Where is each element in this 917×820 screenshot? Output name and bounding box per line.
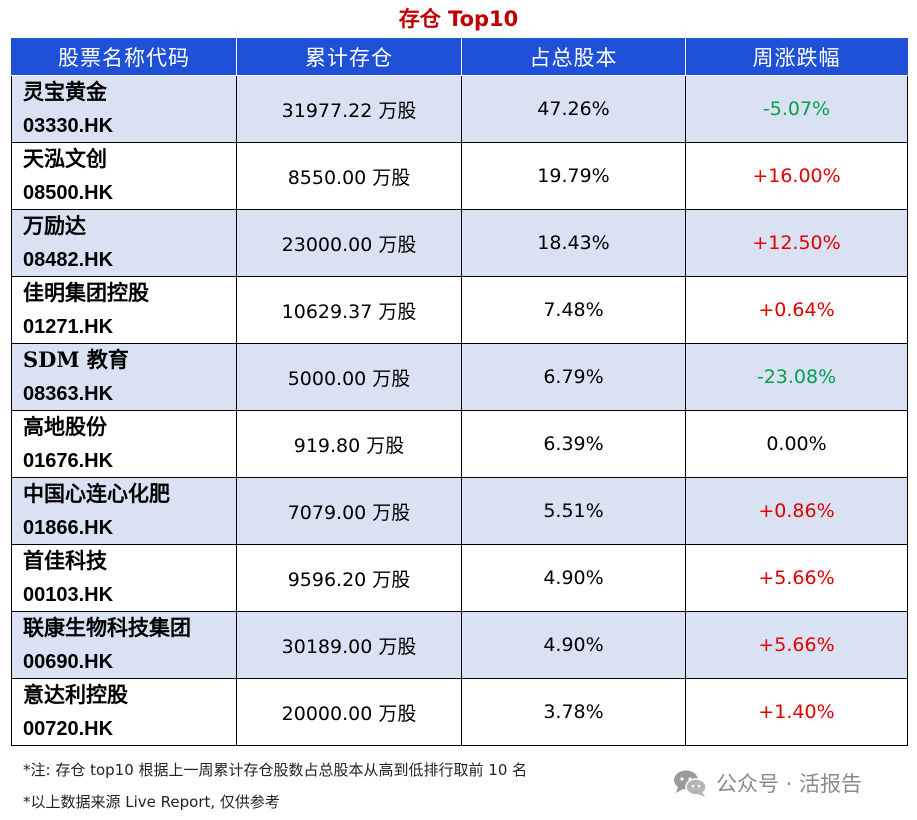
share-pct-cell: 4.90% bbox=[461, 611, 686, 679]
watermark-text: 公众号 · 活报告 bbox=[716, 772, 863, 796]
weekly-change-cell: +1.40% bbox=[685, 678, 908, 746]
stock-code: 00103.HK bbox=[23, 584, 114, 606]
holding-cell: 10629.37 万股 bbox=[236, 276, 462, 344]
stock-cell: 中国心连心化肥 01866.HK bbox=[11, 477, 237, 545]
stock-cell: 天泓文创 08500.HK bbox=[11, 142, 237, 210]
stock-cell: 首佳科技 00103.HK bbox=[11, 544, 237, 612]
stock-name: 高地股份 bbox=[23, 414, 107, 439]
table-row: 意达利控股 00720.HK 20000.00 万股 3.78% +1.40% bbox=[11, 678, 908, 746]
share-pct-cell: 19.79% bbox=[461, 142, 686, 210]
weekly-change-cell: +12.50% bbox=[685, 209, 908, 277]
holding-cell: 31977.22 万股 bbox=[236, 75, 462, 143]
holdings-table: 股票名称代码 累计存仓 占总股本 周涨跌幅 灵宝黄金 03330.HK 31977… bbox=[11, 38, 908, 746]
table-row: 中国心连心化肥 01866.HK 7079.00 万股 5.51% +0.86% bbox=[11, 477, 908, 545]
weekly-change-cell: +0.86% bbox=[685, 477, 908, 545]
weekly-change-cell: -23.08% bbox=[685, 343, 908, 411]
column-header-weekly-change: 周涨跌幅 bbox=[685, 38, 908, 76]
stock-name: 灵宝黄金 bbox=[23, 79, 107, 104]
stock-code: 08482.HK bbox=[23, 249, 114, 271]
stock-code: 01676.HK bbox=[23, 450, 114, 472]
table-row: 万励达 08482.HK 23000.00 万股 18.43% +12.50% bbox=[11, 209, 908, 277]
weekly-change-cell: +0.64% bbox=[685, 276, 908, 344]
stock-name: SDM 教育 bbox=[23, 347, 129, 372]
column-header-holding: 累计存仓 bbox=[236, 38, 462, 76]
source-note: *以上数据来源 Live Report, 仅供参考 bbox=[23, 793, 280, 811]
share-pct-cell: 5.51% bbox=[461, 477, 686, 545]
ranking-note: *注: 存仓 top10 根据上一周累计存仓股数占总股本从高到低排行取前 10 … bbox=[23, 761, 528, 779]
stock-cell: SDM 教育 08363.HK bbox=[11, 343, 237, 411]
stock-code: 01866.HK bbox=[23, 517, 114, 539]
stock-name: 万励达 bbox=[23, 213, 86, 238]
table-header-row: 股票名称代码 累计存仓 占总股本 周涨跌幅 bbox=[11, 38, 908, 76]
stock-cell: 高地股份 01676.HK bbox=[11, 410, 237, 478]
stock-cell: 佳明集团控股 01271.HK bbox=[11, 276, 237, 344]
holding-cell: 9596.20 万股 bbox=[236, 544, 462, 612]
holding-cell: 7079.00 万股 bbox=[236, 477, 462, 545]
table-row: 首佳科技 00103.HK 9596.20 万股 4.90% +5.66% bbox=[11, 544, 908, 612]
column-header-share-pct: 占总股本 bbox=[461, 38, 686, 76]
weekly-change-cell: 0.00% bbox=[685, 410, 908, 478]
share-pct-cell: 4.90% bbox=[461, 544, 686, 612]
table-row: SDM 教育 08363.HK 5000.00 万股 6.79% -23.08% bbox=[11, 343, 908, 411]
table-body: 灵宝黄金 03330.HK 31977.22 万股 47.26% -5.07% 天… bbox=[11, 75, 908, 746]
share-pct-cell: 3.78% bbox=[461, 678, 686, 746]
holding-cell: 5000.00 万股 bbox=[236, 343, 462, 411]
stock-code: 00720.HK bbox=[23, 718, 114, 740]
holding-cell: 919.80 万股 bbox=[236, 410, 462, 478]
stock-name: 天泓文创 bbox=[23, 146, 107, 171]
stock-cell: 联康生物科技集团 00690.HK bbox=[11, 611, 237, 679]
weekly-change-cell: +5.66% bbox=[685, 544, 908, 612]
stock-name: 联康生物科技集团 bbox=[23, 615, 191, 640]
share-pct-cell: 6.39% bbox=[461, 410, 686, 478]
weekly-change-cell: +5.66% bbox=[685, 611, 908, 679]
stock-name: 中国心连心化肥 bbox=[23, 481, 170, 506]
share-pct-cell: 7.48% bbox=[461, 276, 686, 344]
page-title: 存仓 Top10 bbox=[398, 7, 519, 31]
holding-cell: 30189.00 万股 bbox=[236, 611, 462, 679]
holding-cell: 23000.00 万股 bbox=[236, 209, 462, 277]
stock-cell: 万励达 08482.HK bbox=[11, 209, 237, 277]
stock-code: 03330.HK bbox=[23, 115, 114, 137]
column-header-stock: 股票名称代码 bbox=[11, 38, 237, 76]
stock-cell: 灵宝黄金 03330.HK bbox=[11, 75, 237, 143]
share-pct-cell: 47.26% bbox=[461, 75, 686, 143]
table-row: 天泓文创 08500.HK 8550.00 万股 19.79% +16.00% bbox=[11, 142, 908, 210]
table-row: 佳明集团控股 01271.HK 10629.37 万股 7.48% +0.64% bbox=[11, 276, 908, 344]
stock-name: 意达利控股 bbox=[23, 682, 128, 707]
holding-cell: 20000.00 万股 bbox=[236, 678, 462, 746]
share-pct-cell: 6.79% bbox=[461, 343, 686, 411]
stock-code: 08500.HK bbox=[23, 182, 114, 204]
holding-cell: 8550.00 万股 bbox=[236, 142, 462, 210]
weekly-change-cell: -5.07% bbox=[685, 75, 908, 143]
stock-code: 00690.HK bbox=[23, 651, 114, 673]
wechat-icon bbox=[674, 770, 707, 797]
stock-code: 08363.HK bbox=[23, 383, 114, 405]
stock-name: 首佳科技 bbox=[23, 548, 107, 573]
table-row: 联康生物科技集团 00690.HK 30189.00 万股 4.90% +5.66… bbox=[11, 611, 908, 679]
table-row: 灵宝黄金 03330.HK 31977.22 万股 47.26% -5.07% bbox=[11, 75, 908, 143]
share-pct-cell: 18.43% bbox=[461, 209, 686, 277]
watermark: 公众号 · 活报告 bbox=[672, 768, 862, 798]
table-row: 高地股份 01676.HK 919.80 万股 6.39% 0.00% bbox=[11, 410, 908, 478]
stock-name: 佳明集团控股 bbox=[23, 280, 149, 305]
stock-code: 01271.HK bbox=[23, 316, 114, 338]
weekly-change-cell: +16.00% bbox=[685, 142, 908, 210]
stock-cell: 意达利控股 00720.HK bbox=[11, 678, 237, 746]
